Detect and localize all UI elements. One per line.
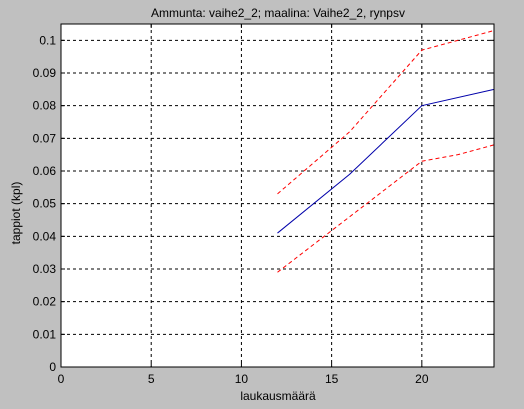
y-tick-label: 0.06 (33, 164, 57, 178)
y-tick-label: 0.09 (33, 66, 57, 80)
x-tick-label: 10 (235, 372, 249, 386)
x-axis-label: laukausmäärä (240, 389, 316, 403)
y-tick-label: 0.07 (33, 131, 57, 145)
y-tick-label: 0.02 (33, 295, 57, 309)
y-tick-label: 0.04 (33, 229, 57, 243)
plot-area (61, 24, 494, 367)
grid (61, 24, 494, 367)
y-axis-label: tappiot (kpl) (9, 182, 23, 245)
x-tick-label: 15 (325, 372, 339, 386)
y-tick-label: 0.1 (39, 33, 56, 47)
plot-frame (60, 23, 495, 368)
series-line-3 (277, 144, 495, 273)
x-tick-label: 5 (148, 372, 155, 386)
y-tick-label: 0.01 (33, 327, 57, 341)
y-tick-label: 0.05 (33, 197, 57, 211)
x-tick-label: 0 (58, 372, 65, 386)
ticks: 0 5 10 15 20 0 0.01 0.02 0.03 0.04 0.05 0.06 0.07 0.0… (33, 24, 494, 386)
y-tick-label: 0 (49, 360, 56, 374)
y-tick-label: 0.03 (33, 262, 57, 276)
series-line-1 (277, 88, 495, 234)
series-layer (277, 30, 495, 273)
series-line-2 (277, 30, 495, 195)
x-tick-label: 20 (415, 372, 429, 386)
y-tick-label: 0.08 (33, 99, 57, 113)
chart-title: Ammunta: vaihe2_2; maalina: Vaihe2_2, ry… (151, 6, 405, 20)
